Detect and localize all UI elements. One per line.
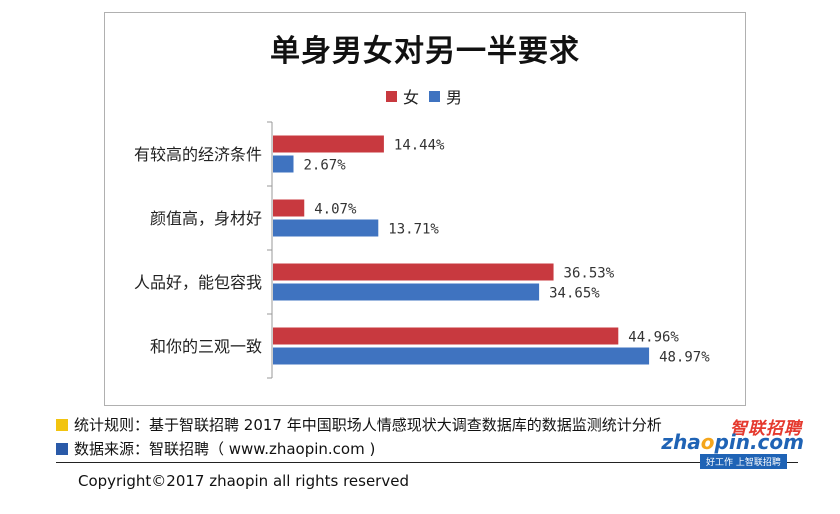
- zhaopin-logo: 智联招聘 zhaopin.com 好工作 上智联招聘: [661, 414, 808, 469]
- copyright-text: Copyright©2017 zhaopin all rights reserv…: [78, 472, 409, 490]
- bar-male: [273, 155, 294, 173]
- data-label: 48.97%: [659, 350, 710, 366]
- logo-brand-post: pin.com: [714, 430, 804, 454]
- rule-marker-icon: [56, 418, 68, 431]
- legend-item-male: 男: [429, 84, 462, 108]
- footer-source-text: 数据来源：智联招聘（ www.zhaopin.com ): [74, 440, 376, 458]
- footer-divider: [56, 462, 798, 463]
- bar-female: [273, 199, 305, 217]
- data-label: 44.96%: [628, 330, 679, 346]
- bar-chart: 有较高的经济条件 14.44% 2.67% 颜值高，身材好 4.07% 13.71% 人品好…: [134, 121, 710, 379]
- category-label: 颜值高，身材好: [150, 209, 262, 228]
- logo-chinese-text: 智联招聘: [730, 419, 802, 439]
- bar-female: [273, 327, 619, 345]
- logo-brand-text: zhaopin.com: [661, 430, 804, 454]
- data-label: 2.67%: [304, 158, 347, 174]
- legend-swatch-male: [429, 90, 441, 102]
- logo-slogan: 好工作 上智联招聘: [700, 454, 787, 469]
- data-label: 34.65%: [549, 286, 600, 302]
- logo-brand-pre: zha: [661, 430, 701, 454]
- footer-source-line: 数据来源：智联招聘（ www.zhaopin.com ): [56, 438, 375, 459]
- logo-brand-o: o: [700, 430, 715, 454]
- bar-male: [273, 219, 379, 237]
- data-label: 13.71%: [388, 222, 439, 238]
- data-label: 36.53%: [564, 266, 615, 282]
- bar-male: [273, 283, 540, 301]
- legend-swatch-female: [386, 90, 397, 102]
- source-marker-icon: [56, 442, 68, 455]
- data-label: 14.44%: [394, 138, 445, 154]
- bar-female: [273, 263, 554, 281]
- footer-rule-line: 统计规则：基于智联招聘 2017 年中国职场人情感现状大调查数据库的数据监测统计…: [56, 414, 662, 435]
- data-label: 4.07%: [314, 202, 357, 218]
- category-label: 有较高的经济条件: [134, 145, 262, 164]
- legend-label-male: 男: [446, 88, 463, 107]
- bar-male: [273, 347, 650, 365]
- chart-title: 单身男女对另一半要求: [270, 34, 580, 69]
- legend-label-female: 女: [403, 88, 420, 107]
- bar-female: [273, 135, 384, 153]
- footer-rule-text: 统计规则：基于智联招聘 2017 年中国职场人情感现状大调查数据库的数据监测统计…: [74, 416, 662, 434]
- chart-legend: 女 男: [386, 84, 466, 108]
- legend-item-female: 女: [386, 84, 419, 108]
- category-label: 人品好，能包容我: [134, 273, 262, 292]
- category-label: 和你的三观一致: [150, 337, 262, 356]
